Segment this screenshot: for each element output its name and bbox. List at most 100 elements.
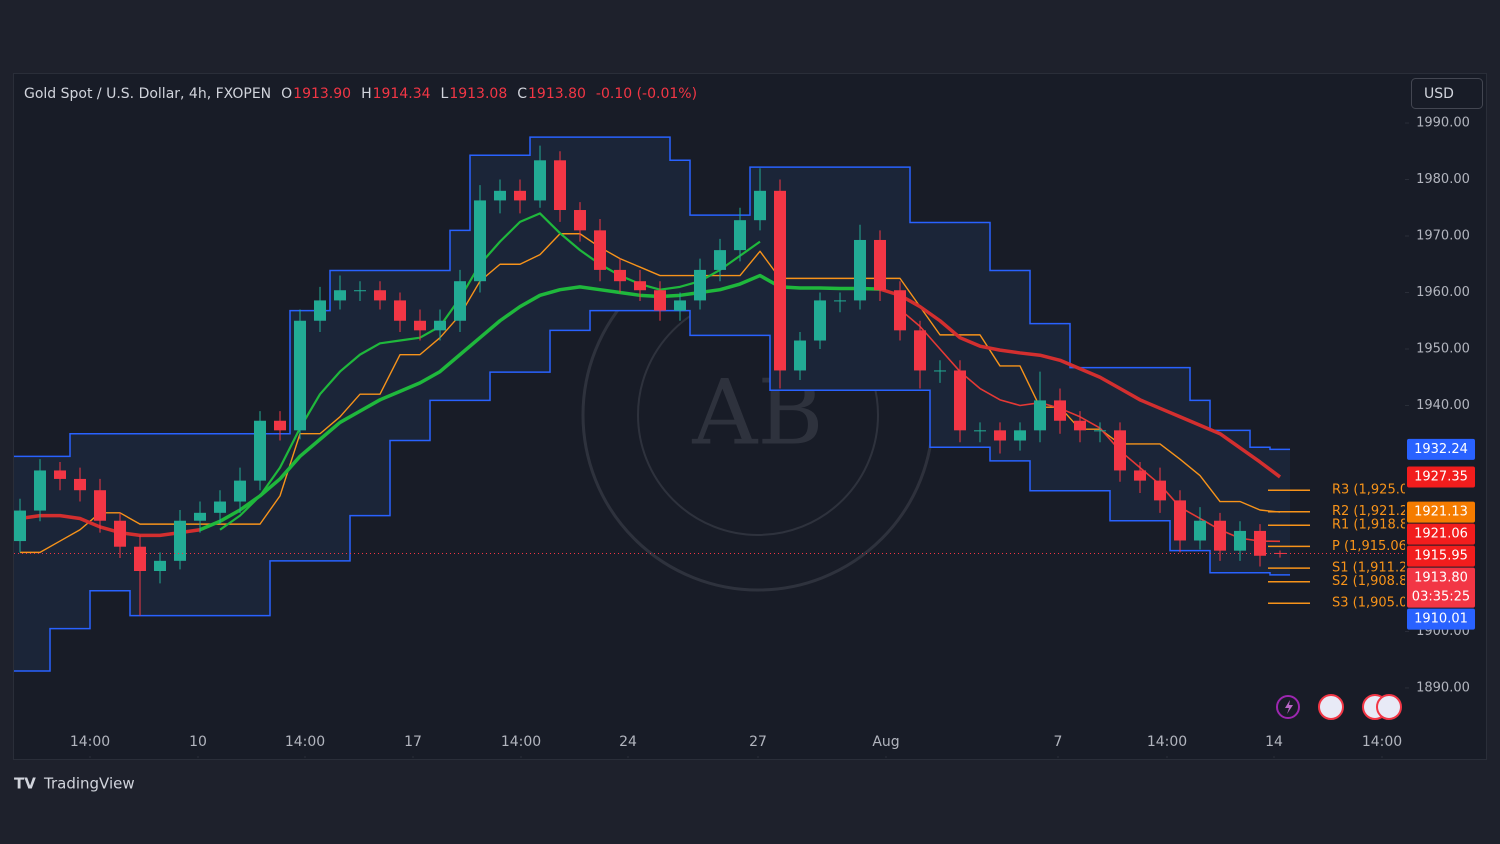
price-tag-label: 1932.24 [1414, 442, 1468, 457]
header-text: Gold Spot / U.S. Dollar, 4h, FXOPEN [24, 86, 271, 102]
candle-body [74, 478, 86, 491]
ohlc-value: 1913.08 [449, 86, 507, 102]
currency-button[interactable] [1411, 78, 1483, 109]
header-text: -0.10 (-0.01%) [596, 86, 697, 102]
candle-body [274, 420, 286, 431]
indicator-line [199, 273, 881, 532]
price-tag [1407, 608, 1475, 630]
countdown: 03:35:25 [1412, 590, 1470, 605]
candle-body [854, 239, 866, 301]
candle-body [954, 370, 966, 431]
candle-body [674, 300, 686, 311]
pivot-label: R3 (1,925.0 [1332, 483, 1408, 498]
candle-body [594, 230, 606, 270]
pivot-label: S3 (1,905.0 [1332, 596, 1407, 611]
candle-body [714, 250, 726, 270]
pivot-label: R1 (1,918.8 [1332, 518, 1408, 533]
y-tick-label: 1980.00 [1416, 172, 1470, 187]
candle-body [214, 501, 226, 513]
ohlc-value: 1914.34 [373, 86, 431, 102]
header: Gold Spot / U.S. Dollar, 4h, FXOPEN O 1913… [24, 86, 697, 102]
candle-body [334, 290, 346, 301]
price-tag [1407, 523, 1475, 545]
x-tick-label: 14 [1265, 734, 1283, 750]
indicator-line [219, 212, 761, 531]
price-tag-label: 1910.01 [1414, 612, 1468, 627]
candle-body [574, 210, 586, 231]
y-tick-label: 1940.00 [1416, 398, 1470, 413]
candle-body [374, 290, 386, 301]
candle-body [94, 490, 106, 521]
x-tick-label: 24 [619, 734, 637, 750]
indicator-line [19, 287, 1282, 538]
candle-body [494, 190, 506, 201]
candle-body [34, 470, 46, 511]
candle-body [234, 480, 246, 502]
y-tick-label: 1960.00 [1416, 285, 1470, 300]
x-tick-label: 7 [1054, 734, 1063, 750]
candle-body [834, 300, 846, 302]
candle-body [454, 281, 466, 321]
candle-body [134, 546, 146, 572]
x-tick-label: 27 [749, 734, 767, 750]
price-tag [1407, 501, 1475, 523]
candle-body [614, 269, 626, 282]
candle-body [354, 290, 366, 292]
event-flag[interactable] [1318, 694, 1344, 720]
candle-body [934, 370, 946, 372]
candle-body [1034, 400, 1046, 431]
candle-body [514, 190, 526, 201]
candle-body [1074, 420, 1086, 431]
brand: TradingView [43, 775, 135, 793]
x-tick-label: 14:00 [285, 734, 325, 750]
y-tick-label: 1890.00 [1416, 680, 1470, 695]
x-tick-label: 14:00 [501, 734, 541, 750]
candle-body [1254, 530, 1266, 556]
pivot-label: S2 (1,908.8 [1332, 574, 1407, 589]
header-text: C [517, 86, 527, 102]
candle-body [654, 290, 666, 311]
brand-logo: TV [14, 775, 36, 793]
event-icon-bolt [1285, 700, 1293, 714]
candle-body [554, 160, 566, 211]
ohlc-value: 1913.80 [528, 86, 586, 102]
candle-body [1054, 400, 1066, 421]
candle-body [874, 239, 886, 291]
candle-body [1274, 552, 1286, 554]
header-text: O [281, 86, 292, 102]
candle-body [1094, 430, 1106, 432]
candle-body [1134, 470, 1146, 481]
price-tag-label: 1913.80 [1414, 571, 1468, 586]
channel-lower [14, 309, 1290, 672]
ohlc-value: 1913.90 [293, 86, 351, 102]
pivot-label: R2 (1,921.2 [1332, 504, 1408, 519]
x-tick-label: 14:00 [70, 734, 110, 750]
candle-body [634, 281, 646, 291]
event-flag[interactable] [1376, 694, 1402, 720]
price-tag [1407, 466, 1475, 488]
price-tag [1407, 567, 1475, 608]
pivot-label: P (1,915.06 [1332, 539, 1407, 554]
candle-body [1234, 530, 1246, 551]
candle-body [314, 300, 326, 321]
candle-body [394, 300, 406, 321]
price-tag [1407, 438, 1475, 460]
candle-body [1154, 480, 1166, 501]
candle-body [114, 520, 126, 547]
candle-body [754, 190, 766, 221]
currency[interactable]: USD [1424, 86, 1454, 102]
header-text: L [441, 86, 449, 102]
candle-body [774, 190, 786, 371]
candle-body [694, 269, 706, 301]
y-tick-label: 1990.00 [1416, 116, 1470, 131]
x-tick-label: 14:00 [1147, 734, 1187, 750]
candle-body [914, 330, 926, 371]
candle-body [734, 220, 746, 251]
candle-body [894, 290, 906, 331]
candle-body [534, 160, 546, 201]
candle-body [814, 300, 826, 341]
y-tick-label: 1950.00 [1416, 341, 1470, 356]
candle-body [1194, 520, 1206, 541]
header-text: H [361, 86, 372, 102]
